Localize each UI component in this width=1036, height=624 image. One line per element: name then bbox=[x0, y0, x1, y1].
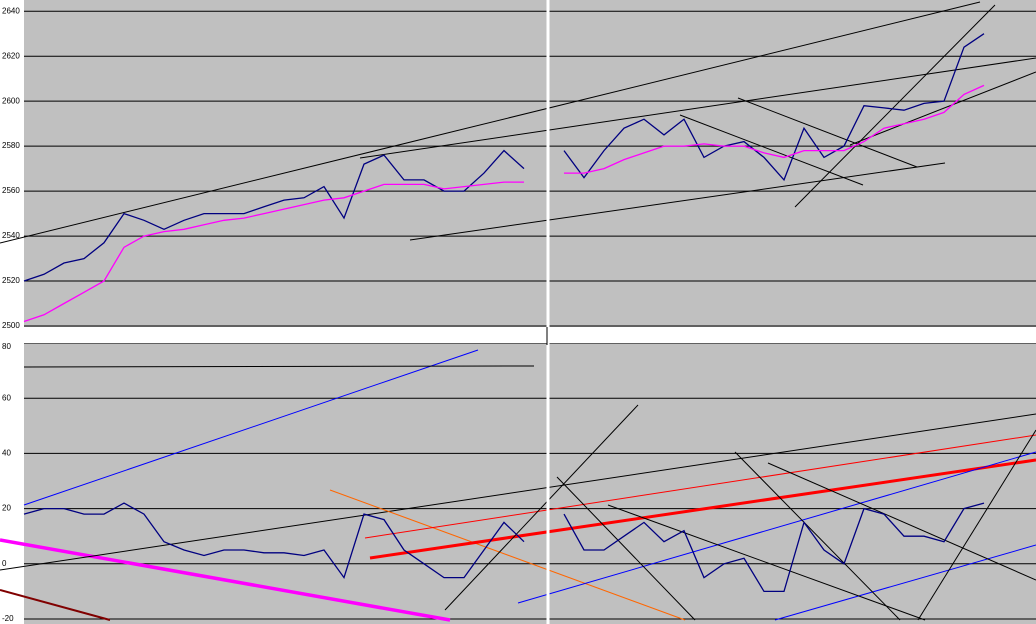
y-tick-label: 80 bbox=[2, 342, 11, 351]
trend-line bbox=[0, 413, 1036, 571]
y-tick-label: 2540 bbox=[2, 231, 20, 240]
y-tick-label: 2560 bbox=[2, 186, 20, 195]
trend-line bbox=[517, 451, 1036, 604]
y-tick-label: 40 bbox=[2, 449, 11, 458]
trend-line bbox=[794, 4, 996, 208]
trend-line bbox=[0, 1, 981, 244]
trend-line bbox=[737, 97, 918, 168]
trend-line bbox=[556, 476, 696, 621]
trend-line bbox=[369, 458, 1036, 560]
trend-line bbox=[329, 489, 686, 621]
trend-line bbox=[679, 114, 864, 186]
trend-line bbox=[849, 71, 1036, 146]
panel-gap bbox=[0, 327, 1036, 343]
trend-line bbox=[774, 544, 1036, 621]
trend-line bbox=[23, 365, 535, 368]
y-tick-label: 2520 bbox=[2, 276, 20, 285]
trend-line bbox=[364, 434, 1036, 539]
y-tick-label: 2600 bbox=[2, 96, 20, 105]
y-tick-label: -20 bbox=[2, 614, 14, 623]
y-tick-label: 2620 bbox=[2, 51, 20, 60]
trend-line bbox=[734, 451, 901, 621]
y-tick-label: 2580 bbox=[2, 141, 20, 150]
trend-line bbox=[607, 504, 926, 621]
trend-line bbox=[409, 162, 946, 241]
y-tick-label: 0 bbox=[2, 559, 7, 568]
trend-line bbox=[0, 589, 111, 621]
series-line bbox=[23, 33, 985, 282]
trend-line bbox=[917, 429, 1036, 621]
trend-line bbox=[23, 349, 479, 506]
series-line bbox=[23, 502, 985, 593]
trend-line bbox=[767, 462, 1036, 581]
y-tick-label: 2640 bbox=[2, 6, 20, 15]
plot-area bbox=[24, 0, 1036, 327]
y-tick-label: 2500 bbox=[2, 321, 20, 330]
y-tick-label: 60 bbox=[2, 393, 11, 402]
trend-line bbox=[0, 538, 451, 622]
trend-line bbox=[444, 404, 639, 611]
series-line bbox=[23, 84, 985, 323]
y-tick-label: 20 bbox=[2, 504, 11, 513]
trend-line bbox=[359, 57, 1036, 159]
